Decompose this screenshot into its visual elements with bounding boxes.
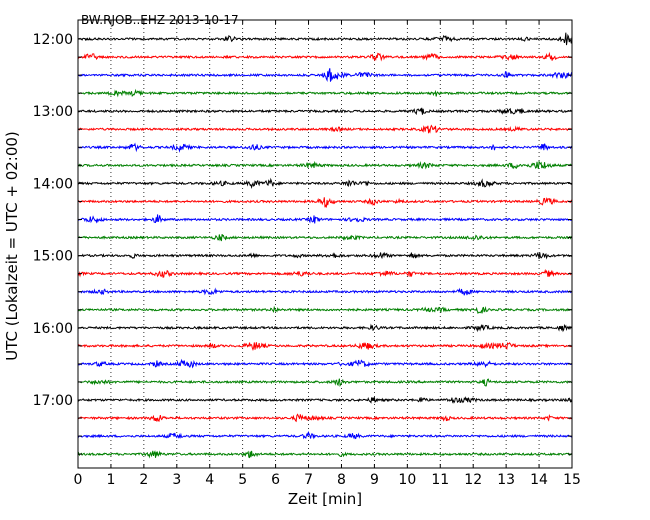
y-axis-label: UTC (Lokalzeit = UTC + 02:00) (3, 131, 21, 361)
trace-1230 (77, 68, 573, 83)
y-tick-label: 17:00 (33, 393, 73, 409)
trace-1615 (77, 341, 573, 352)
plot-frame (77, 19, 573, 469)
trace-1715 (77, 413, 573, 423)
y-tick-label: 14:00 (33, 176, 73, 192)
trace-1700 (77, 396, 573, 404)
seismic-traces (77, 32, 573, 459)
x-tick-label: 14 (530, 472, 548, 488)
trace-1345 (77, 160, 573, 170)
x-tick-label: 4 (205, 472, 214, 488)
trace-1630 (77, 358, 573, 369)
chart-title: BW.RJOB..EHZ 2013-10-17 (81, 13, 239, 27)
y-axis-ticks: 12:00 13:00 14:00 15:00 16:00 17:00 (33, 32, 572, 455)
x-tick-label: 6 (271, 472, 280, 488)
x-axis-ticks: 0 1 2 3 4 5 6 7 8 9 10 11 12 13 14 15 (74, 20, 581, 488)
x-tick-label: 3 (172, 472, 181, 488)
x-tick-label: 9 (370, 472, 379, 488)
trace-1430 (77, 214, 573, 224)
x-tick-label: 5 (238, 472, 247, 488)
trace-1400 (77, 177, 573, 189)
trace-1245 (77, 88, 573, 98)
y-tick-label: 12:00 (33, 32, 73, 48)
trace-1645 (77, 378, 573, 387)
trace-1545 (77, 305, 573, 315)
trace-1200 (77, 32, 573, 46)
vertical-grid (110, 20, 540, 468)
trace-1300 (77, 107, 573, 116)
trace-1515 (77, 268, 573, 278)
trace-1415 (77, 196, 573, 209)
trace-1730 (77, 430, 573, 440)
x-tick-label: 7 (304, 472, 313, 488)
trace-1215 (77, 51, 573, 62)
trace-1530 (77, 287, 573, 296)
trace-1315 (77, 124, 573, 134)
x-tick-label: 11 (431, 472, 449, 488)
x-tick-label: 2 (139, 472, 148, 488)
x-tick-label: 0 (74, 472, 83, 488)
y-tick-label: 15:00 (33, 249, 73, 265)
x-tick-label: 12 (464, 472, 482, 488)
trace-1330 (77, 142, 573, 153)
x-tick-label: 13 (497, 472, 515, 488)
trace-1500 (77, 251, 573, 260)
x-tick-label: 15 (563, 472, 581, 488)
x-axis-label: Zeit [min] (288, 490, 362, 508)
trace-1745 (77, 450, 573, 459)
y-tick-label: 13:00 (33, 104, 73, 120)
x-tick-label: 1 (106, 472, 115, 488)
x-tick-label: 10 (398, 472, 416, 488)
trace-1600 (77, 323, 573, 333)
trace-1445 (77, 233, 573, 242)
x-tick-label: 8 (337, 472, 346, 488)
y-tick-label: 16:00 (33, 321, 73, 337)
